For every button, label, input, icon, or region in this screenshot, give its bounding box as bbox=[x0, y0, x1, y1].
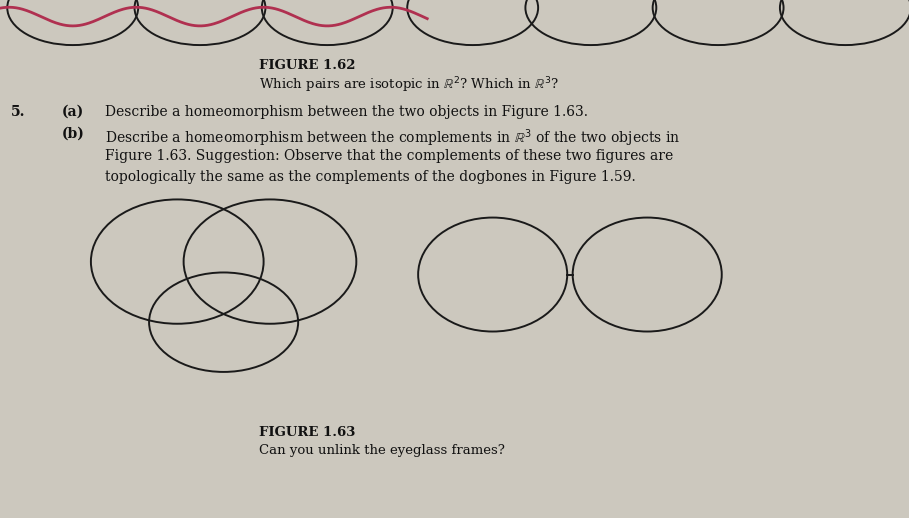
Text: (b): (b) bbox=[62, 127, 85, 141]
Text: Describe a homeomorphism between the complements in $\mathbb{R}^3$ of the two ob: Describe a homeomorphism between the com… bbox=[105, 127, 680, 149]
Text: 5.: 5. bbox=[11, 105, 25, 119]
Text: (a): (a) bbox=[62, 105, 84, 119]
Text: Figure 1.63. Suggestion: Observe that the complements of these two figures are: Figure 1.63. Suggestion: Observe that th… bbox=[105, 149, 673, 163]
Text: FIGURE 1.62: FIGURE 1.62 bbox=[259, 59, 355, 71]
Text: FIGURE 1.63: FIGURE 1.63 bbox=[259, 426, 355, 439]
Text: Can you unlink the eyeglass frames?: Can you unlink the eyeglass frames? bbox=[259, 444, 504, 457]
Text: topologically the same as the complements of the dogbones in Figure 1.59.: topologically the same as the complement… bbox=[105, 170, 635, 184]
Text: Which pairs are isotopic in $\mathbb{R}^2$? Which in $\mathbb{R}^3$?: Which pairs are isotopic in $\mathbb{R}^… bbox=[259, 76, 559, 95]
Text: Describe a homeomorphism between the two objects in Figure 1.63.: Describe a homeomorphism between the two… bbox=[105, 105, 587, 119]
